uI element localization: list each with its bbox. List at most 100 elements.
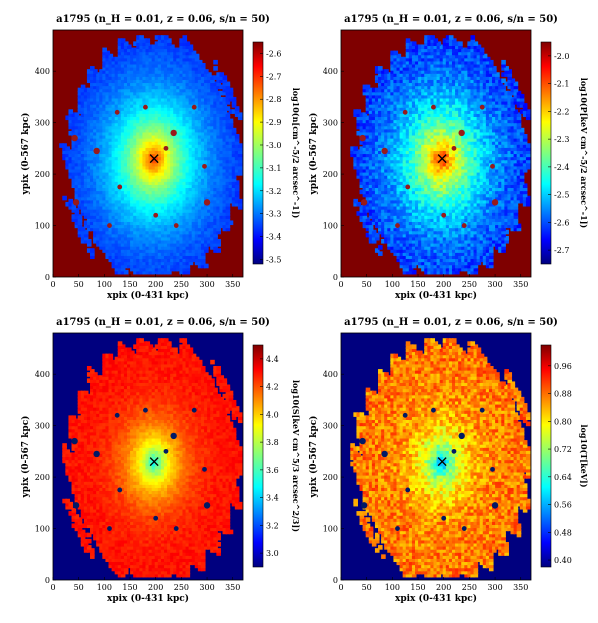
map-cell: [145, 115, 151, 121]
map-cell: [179, 251, 184, 256]
map-cell: [117, 266, 123, 272]
map-cell: [436, 171, 442, 176]
map-cell: [80, 103, 86, 108]
map-cell: [157, 66, 163, 71]
map-cell: [216, 177, 221, 182]
map-cell: [185, 84, 191, 90]
map-cell: [127, 103, 132, 108]
map-cell: [133, 115, 138, 121]
map-cell: [77, 198, 83, 204]
map-cell: [522, 186, 528, 192]
map-cell: [427, 183, 432, 189]
map-cell: [120, 121, 126, 127]
map-cell: [473, 205, 479, 210]
map-cell: [473, 211, 479, 216]
map-cell: [197, 155, 203, 161]
map-cell: [427, 229, 432, 235]
map-cell: [439, 189, 445, 195]
map-cell: [176, 115, 181, 121]
map-cell: [485, 205, 491, 210]
map-cell: [142, 195, 148, 201]
map-cell: [108, 100, 114, 105]
map-cell: [105, 81, 111, 87]
map-cell: [154, 254, 160, 260]
map-cell: [102, 248, 107, 253]
map-cell: [148, 217, 154, 222]
map-cell: [71, 146, 77, 151]
map-cell: [127, 189, 132, 195]
map-cell: [170, 192, 175, 198]
map-cell: [173, 78, 178, 84]
map-cell: [492, 217, 497, 222]
map-cell: [191, 75, 197, 80]
map-cell: [216, 167, 221, 173]
map-cell: [167, 103, 172, 108]
map-cell: [210, 103, 215, 108]
map-cell: [123, 232, 129, 238]
map-cell: [408, 189, 414, 195]
map-cell: [163, 211, 169, 216]
map-cell: [170, 149, 175, 155]
map-cell: [191, 137, 197, 142]
map-cell: [182, 183, 188, 189]
map-cell: [133, 195, 138, 201]
map-cell: [151, 254, 157, 260]
map-cell: [213, 155, 218, 161]
map-cell: [451, 232, 457, 238]
map-cell: [188, 198, 194, 204]
map-cell: [197, 171, 203, 176]
map-cell: [148, 161, 154, 167]
map-cell: [179, 189, 184, 195]
map-cell: [430, 183, 436, 189]
map-cell: [173, 254, 178, 260]
map-cell: [176, 192, 181, 198]
map-cell: [399, 208, 405, 213]
map-cell: [191, 93, 197, 99]
map-cell: [123, 177, 129, 182]
map-cell: [71, 158, 77, 164]
map-cell: [495, 214, 500, 219]
map-cell: [111, 152, 117, 158]
map-cell: [142, 189, 148, 195]
map-cell: [356, 201, 362, 207]
map-cell: [176, 235, 181, 241]
map-cell: [374, 205, 380, 210]
map-cell: [213, 189, 218, 195]
map-cell: [105, 158, 111, 164]
map-cell: [157, 149, 163, 155]
map-cell: [136, 38, 141, 43]
map-cell: [492, 211, 497, 216]
map-cell: [200, 137, 206, 142]
map-cell: [415, 223, 420, 229]
map-cell: [204, 152, 209, 158]
map-cell: [213, 226, 218, 232]
map-cell: [455, 211, 460, 216]
map-cell: [359, 174, 365, 179]
map-cell: [176, 109, 181, 114]
map-cell: [210, 96, 215, 102]
map-cell: [68, 152, 74, 158]
map-cell: [439, 171, 445, 176]
map-cell: [157, 75, 163, 80]
map-cell: [96, 211, 101, 216]
map-cell: [411, 195, 417, 201]
map-cell: [513, 186, 519, 192]
map-cell: [74, 164, 80, 170]
map-cell: [163, 217, 169, 222]
map-cell: [105, 121, 111, 127]
map-cell: [204, 171, 209, 176]
map-cell: [408, 257, 414, 263]
map-cell: [430, 189, 436, 195]
map-cell: [371, 229, 377, 235]
map-cell: [510, 211, 516, 216]
map-cell: [99, 140, 104, 145]
point-source: [173, 223, 179, 228]
map-cell: [136, 124, 141, 130]
map-cell: [390, 220, 395, 226]
map-cell: [207, 171, 212, 176]
map-cell: [378, 229, 383, 235]
map-cell: [188, 195, 194, 201]
map-cell: [145, 171, 151, 176]
map-cell: [148, 81, 154, 87]
map-cell: [495, 171, 500, 176]
